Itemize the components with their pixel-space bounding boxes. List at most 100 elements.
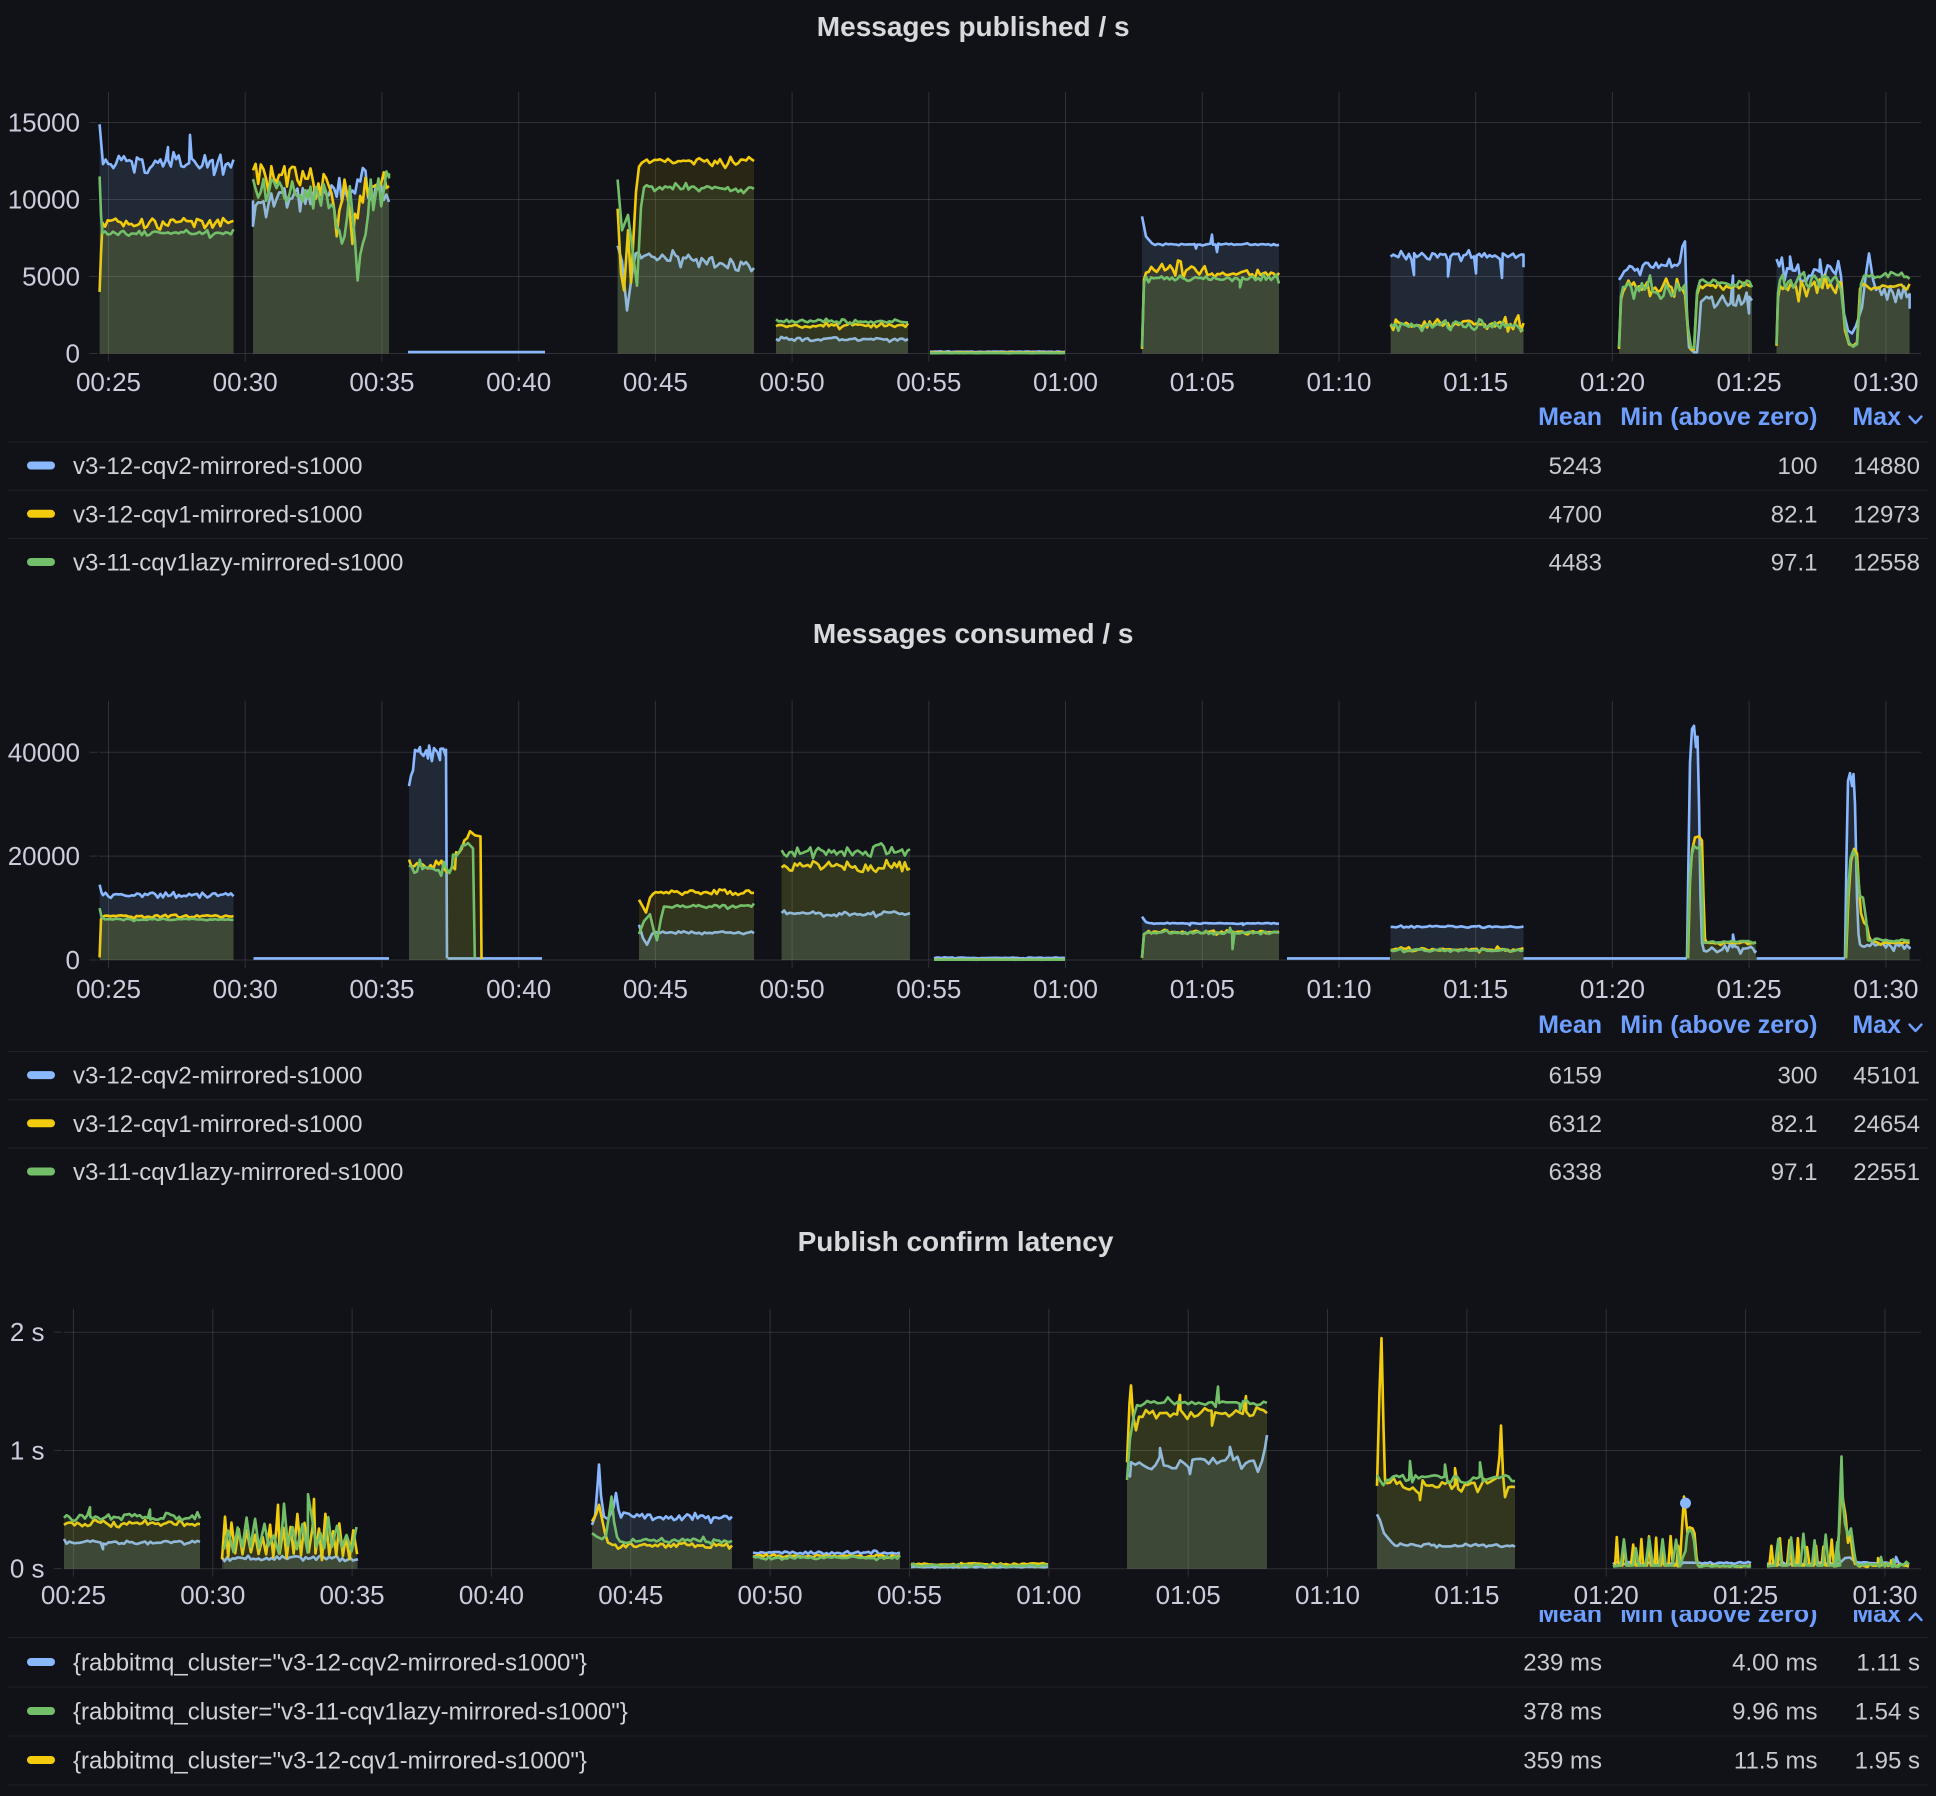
svg-text:v3-12-cqv1-mirrored-s1000: v3-12-cqv1-mirrored-s1000 — [73, 1111, 362, 1138]
svg-text:2 s: 2 s — [10, 1317, 45, 1347]
svg-text:97.1: 97.1 — [1771, 1159, 1818, 1186]
svg-text:00:45: 00:45 — [598, 1580, 663, 1610]
svg-text:22551: 22551 — [1853, 1159, 1920, 1186]
svg-text:4483: 4483 — [1549, 550, 1602, 577]
svg-text:6159: 6159 — [1549, 1063, 1602, 1090]
svg-text:00:50: 00:50 — [760, 367, 825, 397]
svg-text:01:20: 01:20 — [1580, 367, 1645, 397]
svg-text:v3-11-cqv1lazy-mirrored-s1000: v3-11-cqv1lazy-mirrored-s1000 — [73, 1159, 403, 1186]
svg-text:{rabbitmq_cluster="v3-12-cqv2-: {rabbitmq_cluster="v3-12-cqv2-mirrored-s… — [73, 1650, 587, 1677]
svg-text:Min (above zero): Min (above zero) — [1620, 1011, 1817, 1039]
svg-text:45101: 45101 — [1853, 1063, 1920, 1090]
svg-text:00:55: 00:55 — [896, 367, 961, 397]
svg-text:01:15: 01:15 — [1443, 974, 1508, 1004]
svg-text:24654: 24654 — [1853, 1111, 1920, 1138]
svg-text:v3-11-cqv1lazy-mirrored-s1000: v3-11-cqv1lazy-mirrored-s1000 — [73, 550, 403, 577]
svg-text:01:25: 01:25 — [1717, 974, 1782, 1004]
svg-text:00:40: 00:40 — [459, 1580, 524, 1610]
svg-text:00:50: 00:50 — [760, 974, 825, 1004]
svg-text:12973: 12973 — [1853, 501, 1920, 528]
svg-text:00:30: 00:30 — [213, 974, 278, 1004]
svg-text:01:00: 01:00 — [1016, 1580, 1081, 1610]
svg-text:1.95 s: 1.95 s — [1855, 1748, 1920, 1775]
svg-text:v3-12-cqv2-mirrored-s1000: v3-12-cqv2-mirrored-s1000 — [73, 1063, 362, 1090]
svg-text:00:25: 00:25 — [76, 974, 141, 1004]
svg-text:00:35: 00:35 — [349, 974, 414, 1004]
svg-text:97.1: 97.1 — [1771, 550, 1818, 577]
svg-text:0: 0 — [66, 339, 80, 369]
svg-text:378 ms: 378 ms — [1523, 1699, 1602, 1726]
svg-text:6338: 6338 — [1549, 1159, 1602, 1186]
svg-text:4700: 4700 — [1549, 501, 1602, 528]
svg-text:00:55: 00:55 — [877, 1580, 942, 1610]
svg-text:0 s: 0 s — [10, 1554, 45, 1584]
svg-text:Mean: Mean — [1538, 1011, 1602, 1039]
svg-text:1.11 s: 1.11 s — [1856, 1650, 1920, 1677]
svg-text:00:45: 00:45 — [623, 974, 688, 1004]
svg-text:01:20: 01:20 — [1574, 1580, 1639, 1610]
svg-text:82.1: 82.1 — [1771, 501, 1818, 528]
svg-text:Max: Max — [1852, 403, 1901, 431]
svg-text:00:50: 00:50 — [738, 1580, 803, 1610]
svg-text:00:35: 00:35 — [320, 1580, 385, 1610]
svg-text:9.96 ms: 9.96 ms — [1732, 1699, 1817, 1726]
svg-text:{rabbitmq_cluster="v3-12-cqv1-: {rabbitmq_cluster="v3-12-cqv1-mirrored-s… — [73, 1748, 587, 1775]
svg-text:Min (above zero): Min (above zero) — [1620, 1600, 1817, 1628]
svg-text:00:25: 00:25 — [41, 1580, 106, 1610]
svg-text:1.54 s: 1.54 s — [1855, 1699, 1920, 1726]
svg-text:82.1: 82.1 — [1771, 1111, 1818, 1138]
svg-text:00:30: 00:30 — [180, 1580, 245, 1610]
svg-text:v3-12-cqv2-mirrored-s1000: v3-12-cqv2-mirrored-s1000 — [73, 453, 362, 480]
svg-text:01:25: 01:25 — [1713, 1580, 1778, 1610]
svg-text:01:05: 01:05 — [1170, 974, 1235, 1004]
svg-text:15000: 15000 — [8, 108, 80, 138]
svg-text:5243: 5243 — [1549, 453, 1602, 480]
svg-text:00:30: 00:30 — [213, 367, 278, 397]
svg-text:100: 100 — [1777, 453, 1817, 480]
svg-text:00:45: 00:45 — [623, 367, 688, 397]
svg-text:01:05: 01:05 — [1156, 1580, 1221, 1610]
svg-text:300: 300 — [1777, 1063, 1817, 1090]
svg-text:14880: 14880 — [1853, 453, 1920, 480]
svg-text:01:00: 01:00 — [1033, 367, 1098, 397]
svg-text:239 ms: 239 ms — [1523, 1650, 1602, 1677]
svg-text:Publish confirm latency: Publish confirm latency — [798, 1226, 1114, 1257]
svg-text:12558: 12558 — [1853, 550, 1920, 577]
svg-text:Max: Max — [1852, 1011, 1901, 1039]
svg-text:01:10: 01:10 — [1295, 1580, 1360, 1610]
svg-text:0: 0 — [66, 945, 80, 975]
svg-text:01:10: 01:10 — [1306, 367, 1371, 397]
svg-text:11.5 ms: 11.5 ms — [1734, 1748, 1818, 1775]
svg-text:5000: 5000 — [22, 262, 80, 292]
svg-text:01:25: 01:25 — [1717, 367, 1782, 397]
svg-text:01:15: 01:15 — [1434, 1580, 1499, 1610]
svg-text:Messages consumed / s: Messages consumed / s — [813, 618, 1134, 649]
svg-text:01:15: 01:15 — [1443, 367, 1508, 397]
svg-text:00:55: 00:55 — [896, 974, 961, 1004]
svg-text:Mean: Mean — [1538, 403, 1602, 431]
svg-text:01:30: 01:30 — [1852, 1580, 1917, 1610]
svg-text:20000: 20000 — [8, 841, 80, 871]
svg-text:359 ms: 359 ms — [1523, 1748, 1602, 1775]
svg-text:00:35: 00:35 — [349, 367, 414, 397]
svg-text:01:20: 01:20 — [1580, 974, 1645, 1004]
svg-text:v3-12-cqv1-mirrored-s1000: v3-12-cqv1-mirrored-s1000 — [73, 501, 362, 528]
svg-text:Messages published / s: Messages published / s — [817, 11, 1130, 42]
svg-text:01:10: 01:10 — [1306, 974, 1371, 1004]
svg-text:Mean: Mean — [1538, 1600, 1602, 1628]
svg-text:01:00: 01:00 — [1033, 974, 1098, 1004]
svg-text:00:40: 00:40 — [486, 367, 551, 397]
svg-text:Max: Max — [1852, 1600, 1901, 1628]
svg-text:01:30: 01:30 — [1853, 367, 1918, 397]
svg-text:6312: 6312 — [1549, 1111, 1602, 1138]
svg-text:4.00 ms: 4.00 ms — [1732, 1650, 1817, 1677]
svg-text:40000: 40000 — [8, 737, 80, 767]
svg-text:{rabbitmq_cluster="v3-11-cqv1l: {rabbitmq_cluster="v3-11-cqv1lazy-mirror… — [73, 1699, 628, 1726]
svg-text:Min (above zero): Min (above zero) — [1620, 403, 1817, 431]
svg-text:00:40: 00:40 — [486, 974, 551, 1004]
svg-text:01:05: 01:05 — [1170, 367, 1235, 397]
svg-text:1 s: 1 s — [10, 1436, 45, 1466]
svg-text:10000: 10000 — [8, 185, 80, 215]
svg-text:00:25: 00:25 — [76, 367, 141, 397]
svg-text:01:30: 01:30 — [1853, 974, 1918, 1004]
